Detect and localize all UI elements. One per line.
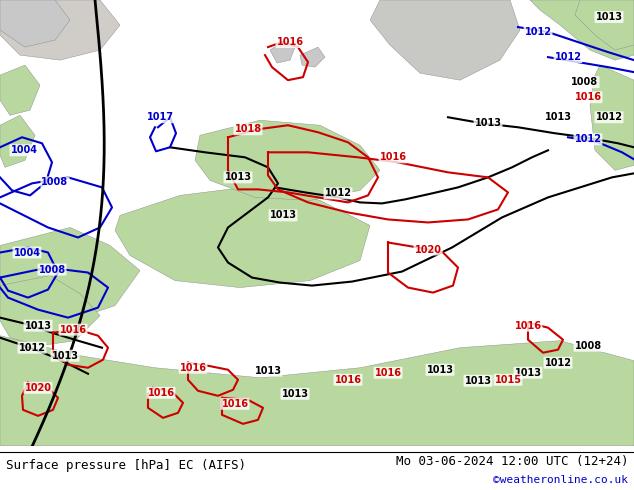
Polygon shape [0,65,40,115]
Text: 1013: 1013 [595,12,623,22]
Polygon shape [300,47,325,67]
Text: 1013: 1013 [427,365,453,375]
Text: 1020: 1020 [25,383,51,393]
Text: 1012: 1012 [18,343,46,353]
Text: 1012: 1012 [555,52,581,62]
Text: 1013: 1013 [474,118,501,128]
Text: 1013: 1013 [254,366,281,376]
Text: 1018: 1018 [235,124,262,134]
Text: 1017: 1017 [146,112,174,122]
Text: 1008: 1008 [41,177,68,187]
Text: 1016: 1016 [380,152,406,162]
Text: 1016: 1016 [276,37,304,47]
Polygon shape [0,336,634,446]
Text: 1016: 1016 [179,363,207,373]
Polygon shape [575,0,634,50]
Polygon shape [270,40,295,63]
Text: 1012: 1012 [524,27,552,37]
Polygon shape [370,0,520,80]
Polygon shape [530,0,634,60]
Polygon shape [0,0,70,47]
Text: 1016: 1016 [148,388,174,398]
Text: 1013: 1013 [51,351,79,361]
Text: Surface pressure [hPa] EC (AIFS): Surface pressure [hPa] EC (AIFS) [6,460,246,472]
Text: 1016: 1016 [221,399,249,409]
Text: 1016: 1016 [335,375,361,385]
Polygon shape [0,0,120,60]
Text: 1008: 1008 [574,341,602,351]
Text: 1013: 1013 [281,389,309,399]
Text: 1016: 1016 [515,320,541,331]
Text: 1016: 1016 [60,325,86,335]
Text: 1015: 1015 [495,375,522,385]
Text: 1016: 1016 [574,92,602,102]
Polygon shape [195,120,380,200]
Text: 1004: 1004 [13,247,41,258]
Polygon shape [115,185,370,288]
Text: 1004: 1004 [11,146,37,155]
Polygon shape [590,65,634,171]
Text: 1008: 1008 [39,265,65,274]
Text: 1013: 1013 [545,112,571,122]
Text: 1008: 1008 [571,77,598,87]
Polygon shape [0,227,140,320]
Text: 1012: 1012 [574,134,602,144]
Text: 1012: 1012 [325,188,351,198]
Text: 1012: 1012 [595,112,623,122]
Text: 1013: 1013 [515,368,541,378]
Text: 1012: 1012 [545,358,571,368]
Text: 1013: 1013 [224,172,252,182]
Text: 1016: 1016 [375,368,401,378]
Text: Mo 03-06-2024 12:00 UTC (12+24): Mo 03-06-2024 12:00 UTC (12+24) [396,455,628,468]
Text: 1013: 1013 [465,376,491,386]
Polygon shape [0,115,35,168]
Text: 1020: 1020 [415,245,441,254]
Polygon shape [0,275,100,346]
Text: 1013: 1013 [269,210,297,221]
Text: ©weatheronline.co.uk: ©weatheronline.co.uk [493,475,628,485]
Text: 1013: 1013 [25,320,51,331]
